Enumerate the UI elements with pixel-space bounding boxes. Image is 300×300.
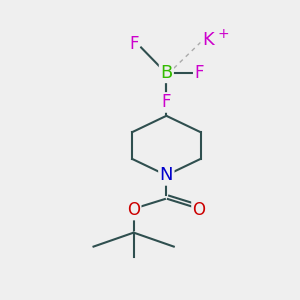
Text: B: B: [160, 64, 172, 82]
Text: N: N: [160, 166, 173, 184]
Text: O: O: [127, 201, 140, 219]
Text: F: F: [129, 35, 138, 53]
Text: K: K: [202, 31, 214, 49]
Text: F: F: [194, 64, 204, 82]
Text: O: O: [193, 201, 206, 219]
Text: F: F: [162, 93, 171, 111]
Text: +: +: [218, 27, 229, 41]
